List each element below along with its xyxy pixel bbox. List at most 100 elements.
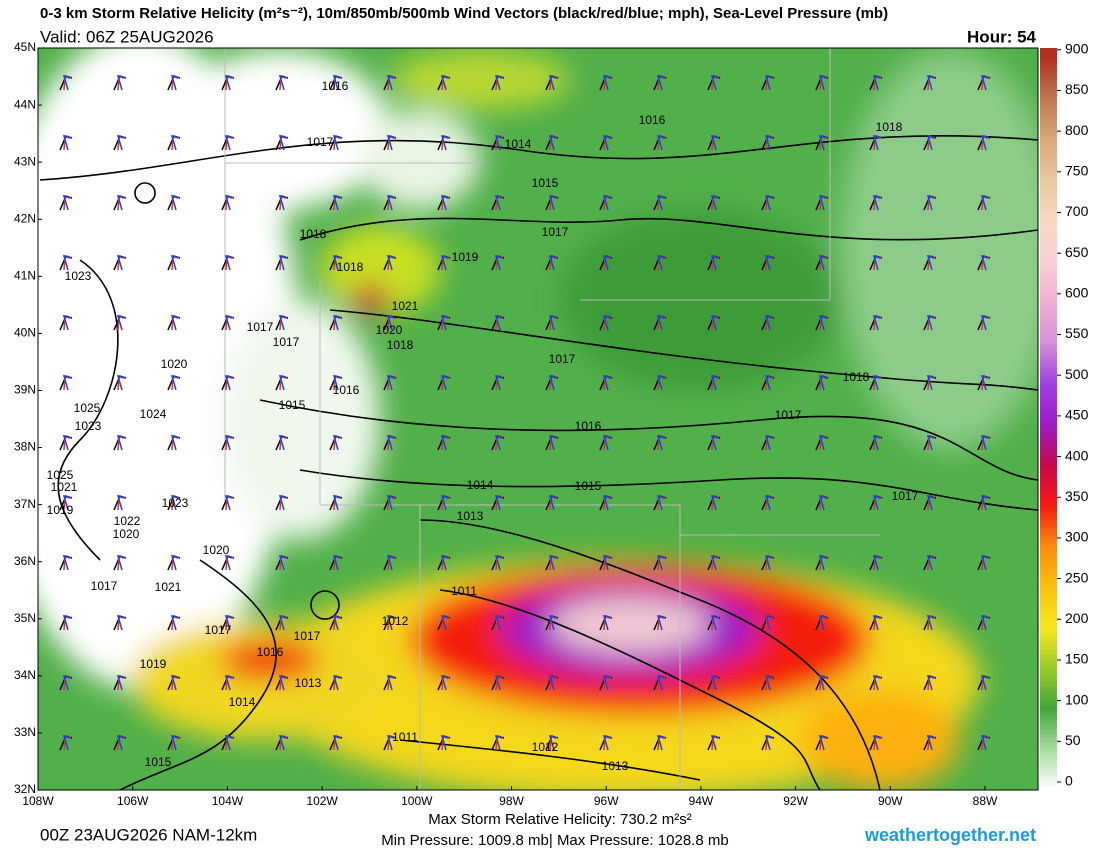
wind-barb: [980, 734, 989, 751]
wind-barb: [278, 734, 287, 751]
map-frame: [37, 47, 1039, 791]
isobar-label: 1017: [307, 135, 334, 149]
wind-barb: [170, 614, 179, 631]
colorbar-label: 850: [1065, 81, 1089, 97]
wind-barb: [224, 74, 233, 91]
wind-barb: [332, 74, 341, 91]
isobar-label: 1016: [639, 113, 666, 127]
wind-barb: [278, 374, 287, 391]
wind-barb: [980, 434, 989, 451]
wind-barb: [872, 674, 881, 691]
wind-barb: [62, 674, 71, 691]
wind-barb: [926, 194, 935, 211]
wind-barb: [656, 134, 665, 151]
wind-barb: [764, 254, 773, 271]
wind-barb: [710, 734, 719, 751]
lon-label: 102W: [306, 794, 338, 808]
wind-barb: [62, 254, 71, 271]
lat-label: 33N: [14, 725, 36, 739]
lon-label: 90W: [878, 794, 903, 808]
colorbar-label: 750: [1065, 163, 1089, 179]
wind-barb: [764, 554, 773, 571]
wind-barb: [440, 614, 449, 631]
wind-barb: [386, 314, 395, 331]
wind-barb: [62, 554, 71, 571]
title: 0-3 km Storm Relative Helicity (m²s⁻²), …: [40, 5, 888, 22]
wind-barb: [602, 194, 611, 211]
isobar-label: 1020: [161, 357, 188, 371]
wind-barb: [224, 134, 233, 151]
wind-barb: [332, 734, 341, 751]
wind-barb: [764, 134, 773, 151]
wind-barb: [980, 314, 989, 331]
wind-barb: [872, 434, 881, 451]
colorbar-label: 200: [1065, 610, 1089, 626]
wind-barb: [764, 674, 773, 691]
isobar-label: 1018: [337, 260, 364, 274]
isobar-label: 1015: [575, 479, 602, 493]
wind-barb: [494, 74, 503, 91]
wind-barb: [872, 494, 881, 511]
isobar-label: 1014: [467, 478, 494, 492]
wind-barb: [980, 134, 989, 151]
wind-barb: [818, 254, 827, 271]
isobar-label: 1023: [65, 269, 92, 283]
wind-barb: [62, 194, 71, 211]
wind-barb: [440, 674, 449, 691]
site-name[interactable]: weathertogether.net: [864, 825, 1036, 845]
wind-barb: [278, 194, 287, 211]
wind-barb: [494, 674, 503, 691]
wind-barb: [602, 374, 611, 391]
wind-barb: [170, 194, 179, 211]
isobar-label: 1016: [575, 419, 602, 433]
wind-barb: [494, 374, 503, 391]
colorbar-label: 100: [1065, 691, 1089, 707]
wind-barb: [116, 494, 125, 511]
wind-barb: [818, 434, 827, 451]
wind-barb: [386, 374, 395, 391]
wind-barb: [170, 74, 179, 91]
wind-barb: [170, 254, 179, 271]
isobar-label: 1014: [505, 137, 532, 151]
wind-barb: [710, 314, 719, 331]
wind-barb: [602, 494, 611, 511]
wind-barb: [224, 194, 233, 211]
wind-barb: [710, 494, 719, 511]
wind-barb: [764, 194, 773, 211]
wind-barb: [710, 554, 719, 571]
colorbar-label: 900: [1065, 40, 1089, 56]
wind-barb: [602, 254, 611, 271]
wind-barb: [62, 374, 71, 391]
wind-barb: [440, 734, 449, 751]
lat-label: 37N: [14, 497, 36, 511]
lon-label: 96W: [594, 794, 619, 808]
wind-barb: [656, 74, 665, 91]
wind-barb: [602, 554, 611, 571]
wind-barb: [548, 134, 557, 151]
isobar-label: 1020: [376, 323, 403, 337]
wind-barb: [656, 614, 665, 631]
isobar-label: 1019: [140, 657, 167, 671]
wind-barb: [440, 494, 449, 511]
wind-barb: [602, 674, 611, 691]
wind-barb: [818, 734, 827, 751]
wind-barb: [872, 74, 881, 91]
wind-barb: [548, 254, 557, 271]
isobar-label: 1018: [300, 227, 327, 241]
wind-barb: [872, 374, 881, 391]
lat-label: 40N: [14, 326, 36, 340]
lat-label: 44N: [14, 97, 36, 111]
wind-barb: [386, 494, 395, 511]
isobar-label: 1015: [279, 398, 306, 412]
wind-barb: [386, 134, 395, 151]
wind-barb: [710, 434, 719, 451]
lat-label: 36N: [14, 554, 36, 568]
wind-barb: [926, 374, 935, 391]
max-srh: Max Storm Relative Helicity: 730.2 m²s²: [428, 811, 691, 828]
wind-barb: [818, 614, 827, 631]
isobar-label: 1011: [392, 730, 418, 744]
lon-label: 94W: [689, 794, 714, 808]
wind-barb: [926, 494, 935, 511]
colorbar-label: 150: [1065, 651, 1089, 667]
isobar-label: 1017: [892, 489, 919, 503]
